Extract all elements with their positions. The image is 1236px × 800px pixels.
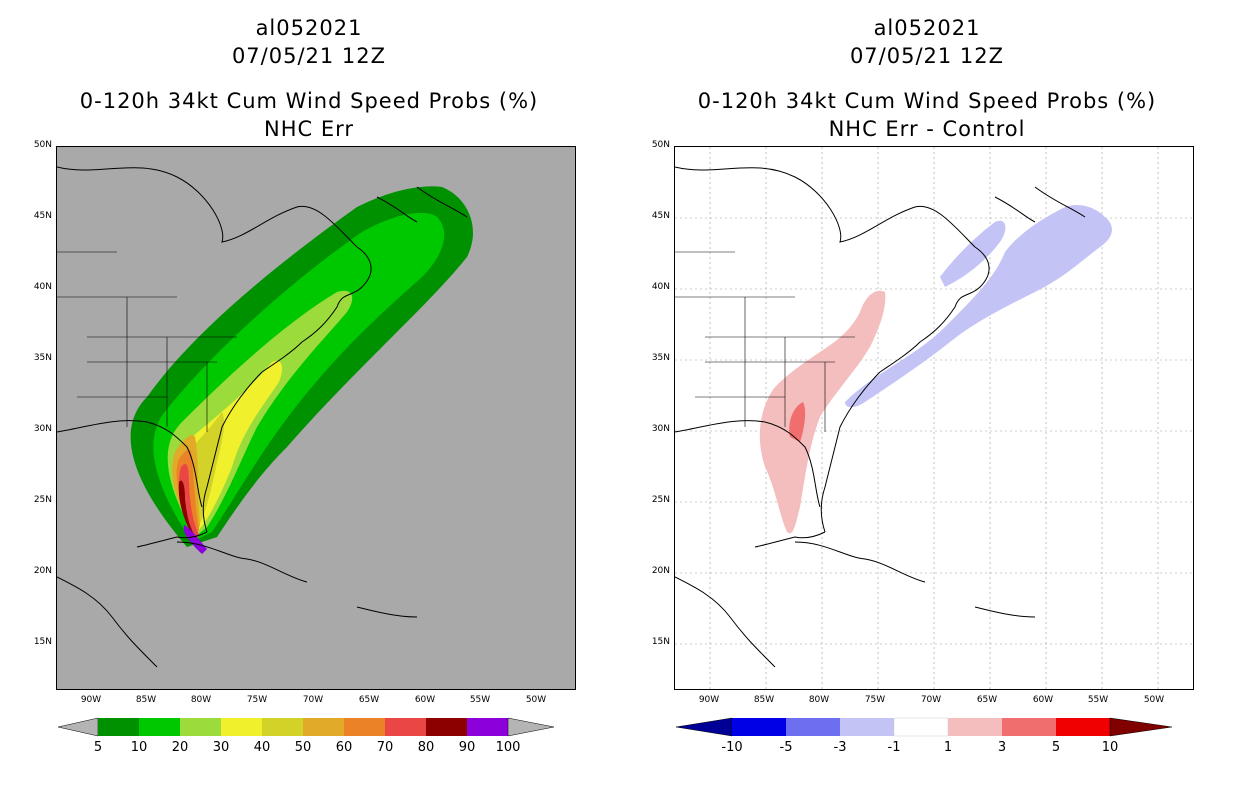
lat-label: 25N — [33, 495, 52, 505]
colorbar-label: -1 — [887, 740, 901, 755]
colorbar-label: -5 — [779, 740, 793, 755]
colorbar-label: 5 — [93, 740, 103, 755]
lon-label: 75W — [246, 695, 268, 705]
product-title: 0-120h 34kt Cum Wind Speed Probs (%) — [79, 89, 539, 113]
colorbar-diff — [676, 717, 1172, 737]
lat-label: 35N — [33, 353, 52, 363]
lon-label: 60W — [1032, 695, 1054, 705]
lat-label: 30N — [651, 424, 670, 434]
colorbar-label: 50 — [294, 740, 312, 755]
storm-id: al052021 — [873, 16, 981, 40]
lon-label: 60W — [414, 695, 436, 705]
colorbar-probs — [58, 717, 554, 737]
colorbar-label: 90 — [458, 740, 476, 755]
difference-map — [674, 146, 1194, 690]
lat-label: 20N — [651, 566, 670, 576]
probability-map-graphic — [57, 166, 473, 668]
lon-label: 65W — [358, 695, 380, 705]
lon-label: 85W — [135, 695, 157, 705]
left-panel: al052021 07/05/21 12Z 0-120h 34kt Cum Wi… — [33, 16, 576, 755]
colorbar-label: 3 — [997, 740, 1007, 755]
lon-label: 50W — [525, 695, 547, 705]
lon-label: 50W — [1143, 695, 1165, 705]
colorbar-label: 1 — [943, 740, 953, 755]
negative-anomaly-region — [845, 205, 1112, 408]
colorbar-label: 5 — [1051, 740, 1061, 755]
coastlines — [57, 166, 468, 668]
positive-anomaly-region — [759, 290, 886, 534]
product-title: 0-120h 34kt Cum Wind Speed Probs (%) — [697, 89, 1157, 113]
colorbar-label: 70 — [376, 740, 394, 755]
colorbar-label: -10 — [721, 740, 743, 755]
state-borders — [57, 251, 237, 432]
colorbar-label: 30 — [212, 740, 230, 755]
lat-label: 45N — [33, 211, 52, 221]
lat-label: 15N — [33, 637, 52, 647]
colorbar-label: 20 — [171, 740, 189, 755]
lat-label: 15N — [651, 637, 670, 647]
lon-label: 70W — [920, 695, 942, 705]
positive-anomaly-strong — [789, 402, 806, 442]
lon-label: 90W — [698, 695, 720, 705]
lat-label: 50N — [33, 140, 52, 150]
colorbar-label: 60 — [335, 740, 353, 755]
state-borders — [675, 251, 855, 432]
lat-label: 50N — [651, 140, 670, 150]
right-panel: al052021 07/05/21 12Z 0-120h 34kt Cum Wi… — [618, 0, 1236, 800]
lon-label: 55W — [469, 695, 491, 705]
product-subtitle: NHC Err — [263, 117, 354, 141]
init-time: 07/05/21 12Z — [231, 44, 387, 68]
colorbar-label: 10 — [1101, 740, 1119, 755]
lon-label: 85W — [753, 695, 775, 705]
lon-label: 70W — [302, 695, 324, 705]
negative-anomaly-north — [940, 220, 1006, 287]
lon-label: 75W — [864, 695, 886, 705]
init-time: 07/05/21 12Z — [849, 44, 1005, 68]
lat-label: 40N — [651, 282, 670, 292]
colorbar-label: -3 — [833, 740, 847, 755]
lat-label: 45N — [651, 211, 670, 221]
lat-label: 30N — [33, 424, 52, 434]
lat-label: 40N — [33, 282, 52, 292]
swath-90pct — [183, 525, 207, 554]
difference-map-graphic — [675, 147, 1193, 689]
lon-label: 80W — [808, 695, 830, 705]
lat-label: 25N — [651, 495, 670, 505]
lon-label: 55W — [1087, 695, 1109, 705]
lat-label: 35N — [651, 353, 670, 363]
colorbar-label: 10 — [130, 740, 148, 755]
probability-map — [56, 146, 576, 690]
colorbar-label: 80 — [417, 740, 435, 755]
product-subtitle: NHC Err - Control — [828, 117, 1026, 141]
swath-70pct — [178, 463, 199, 539]
lon-label: 90W — [80, 695, 102, 705]
lon-label: 65W — [976, 695, 998, 705]
swath-80pct — [178, 480, 198, 543]
storm-id: al052021 — [255, 16, 363, 40]
colorbar-label: 100 — [495, 740, 521, 755]
lat-label: 20N — [33, 566, 52, 576]
gridlines — [675, 147, 1193, 689]
colorbar-label: 40 — [253, 740, 271, 755]
coastlines — [675, 166, 1086, 668]
lon-label: 80W — [190, 695, 212, 705]
